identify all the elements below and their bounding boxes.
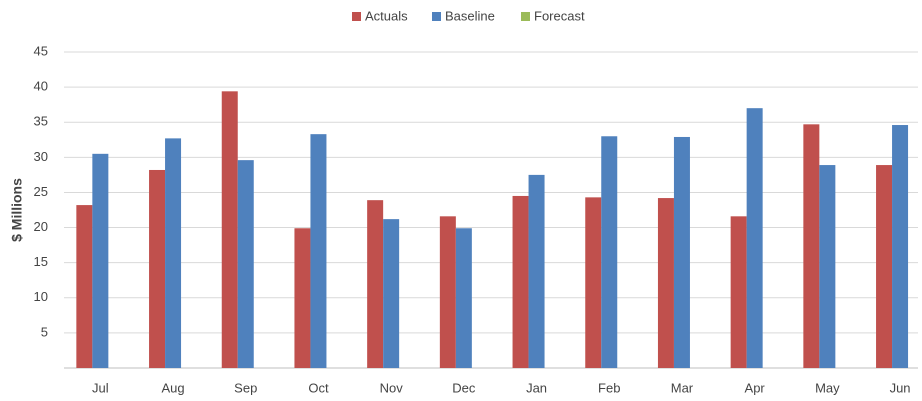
bar bbox=[76, 205, 93, 368]
bar bbox=[512, 195, 529, 368]
y-tick-label: 35 bbox=[34, 114, 48, 129]
y-tick-label: 30 bbox=[34, 149, 48, 164]
bar bbox=[165, 138, 182, 368]
y-tick-label: 15 bbox=[34, 254, 48, 269]
bar bbox=[221, 91, 238, 368]
x-tick-label: Mar bbox=[671, 380, 694, 395]
bar bbox=[92, 153, 109, 368]
bar bbox=[673, 136, 690, 368]
bar bbox=[294, 228, 311, 368]
y-tick-label: 20 bbox=[34, 219, 48, 234]
y-axis-label: $ Millions bbox=[9, 178, 25, 242]
x-tick-label: May bbox=[815, 380, 840, 395]
legend-swatch bbox=[352, 12, 361, 21]
y-tick-label: 45 bbox=[34, 43, 48, 58]
bar bbox=[310, 134, 327, 368]
legend-label: Baseline bbox=[445, 8, 495, 23]
bar bbox=[149, 169, 166, 368]
bar bbox=[439, 216, 456, 368]
bar bbox=[367, 200, 384, 368]
x-tick-label: Nov bbox=[380, 380, 404, 395]
bar bbox=[528, 174, 545, 368]
bar bbox=[237, 160, 254, 368]
x-tick-label: Oct bbox=[308, 380, 329, 395]
bar bbox=[746, 108, 763, 368]
x-tick-label: Sep bbox=[234, 380, 257, 395]
x-tick-label: Dec bbox=[452, 380, 476, 395]
bar bbox=[892, 125, 909, 368]
x-tick-label: Jul bbox=[92, 380, 109, 395]
legend-label: Actuals bbox=[365, 8, 408, 23]
bar bbox=[803, 124, 820, 368]
legend-swatch bbox=[521, 12, 530, 21]
y-tick-label: 25 bbox=[34, 184, 48, 199]
bar bbox=[383, 219, 400, 368]
x-tick-label: Jun bbox=[890, 380, 911, 395]
y-tick-label: 10 bbox=[34, 289, 48, 304]
y-tick-label: 40 bbox=[34, 79, 48, 94]
bar bbox=[876, 165, 893, 368]
bar bbox=[730, 216, 747, 368]
x-tick-label: Aug bbox=[161, 380, 184, 395]
x-tick-label: Jan bbox=[526, 380, 547, 395]
legend-label: Forecast bbox=[534, 8, 585, 23]
x-tick-label: Apr bbox=[745, 380, 766, 395]
bar bbox=[585, 197, 602, 368]
bar bbox=[455, 228, 472, 368]
y-tick-label: 5 bbox=[41, 324, 48, 339]
x-tick-label: Feb bbox=[598, 380, 620, 395]
bar bbox=[819, 165, 836, 368]
bar bbox=[601, 136, 618, 368]
bar bbox=[657, 198, 674, 368]
legend-swatch bbox=[432, 12, 441, 21]
